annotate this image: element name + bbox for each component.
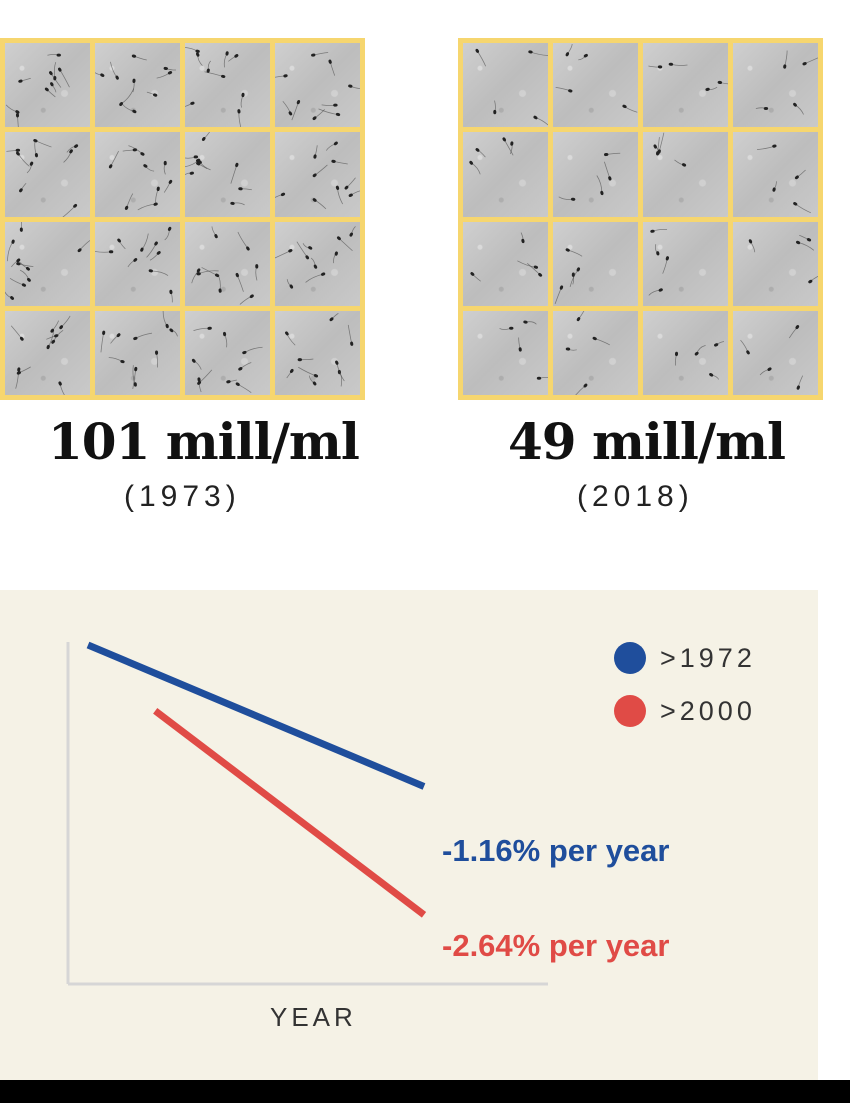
cell-1973-7 <box>185 132 270 217</box>
x-axis-label: YEAR <box>270 1002 357 1032</box>
rate-annotation-1972: -1.16% per year <box>442 833 670 868</box>
legend-item-1972: >1972 <box>614 641 756 675</box>
cell-1973-11 <box>185 221 270 306</box>
cell-2018-1 <box>463 43 548 128</box>
cell-2018-4 <box>733 43 818 128</box>
sperm-count-2018: 49 mill/ml <box>508 412 786 471</box>
cell-2018-3 <box>643 43 728 128</box>
cell-1973-6 <box>95 132 180 217</box>
cell-1973-12 <box>275 221 360 306</box>
cell-1973-5 <box>5 132 90 217</box>
cell-2018-7 <box>643 132 728 217</box>
sperm-count-1973: 101 mill/ml <box>48 412 360 471</box>
legend-label-1972: >1972 <box>660 642 756 673</box>
cell-2018-8 <box>733 132 818 217</box>
cell-2018-12 <box>733 221 818 306</box>
legend-dot-2000 <box>614 695 646 727</box>
cell-2018-6 <box>553 132 638 217</box>
cell-2018-2 <box>553 43 638 128</box>
cell-2018-16 <box>733 310 818 395</box>
trend-chart: >1972 >2000 -1.16% per year -2.64% per y… <box>0 590 818 1080</box>
rate-annotation-2000: -2.64% per year <box>442 928 670 963</box>
cell-1973-2 <box>95 43 180 128</box>
trend-line-after-2000 <box>153 708 427 918</box>
cell-1973-15 <box>185 310 270 395</box>
cell-2018-9 <box>463 221 548 306</box>
legend-dot-1972 <box>614 642 646 674</box>
cell-1973-9 <box>5 221 90 306</box>
cell-1973-8 <box>275 132 360 217</box>
cell-1973-3 <box>185 43 270 128</box>
cell-1973-13 <box>5 310 90 395</box>
legend-item-2000: >2000 <box>614 694 756 728</box>
cell-1973-16 <box>275 310 360 395</box>
cell-1973-14 <box>95 310 180 395</box>
cell-1973-4 <box>275 43 360 128</box>
bottom-bar <box>0 1080 850 1103</box>
cell-2018-15 <box>643 310 728 395</box>
cell-2018-5 <box>463 132 548 217</box>
cell-2018-14 <box>553 310 638 395</box>
legend-label-2000: >2000 <box>660 695 756 726</box>
microscope-grid-1973 <box>0 38 365 400</box>
trend-line-after-1972 <box>86 641 426 790</box>
microscope-grid-2018 <box>458 38 823 400</box>
cell-1973-1 <box>5 43 90 128</box>
sample-year-1973: (1973) <box>124 480 241 513</box>
sample-year-2018: (2018) <box>577 480 694 513</box>
cell-2018-10 <box>553 221 638 306</box>
cell-2018-11 <box>643 221 728 306</box>
cell-2018-13 <box>463 310 548 395</box>
cell-1973-10 <box>95 221 180 306</box>
trend-chart-plot <box>66 641 548 986</box>
